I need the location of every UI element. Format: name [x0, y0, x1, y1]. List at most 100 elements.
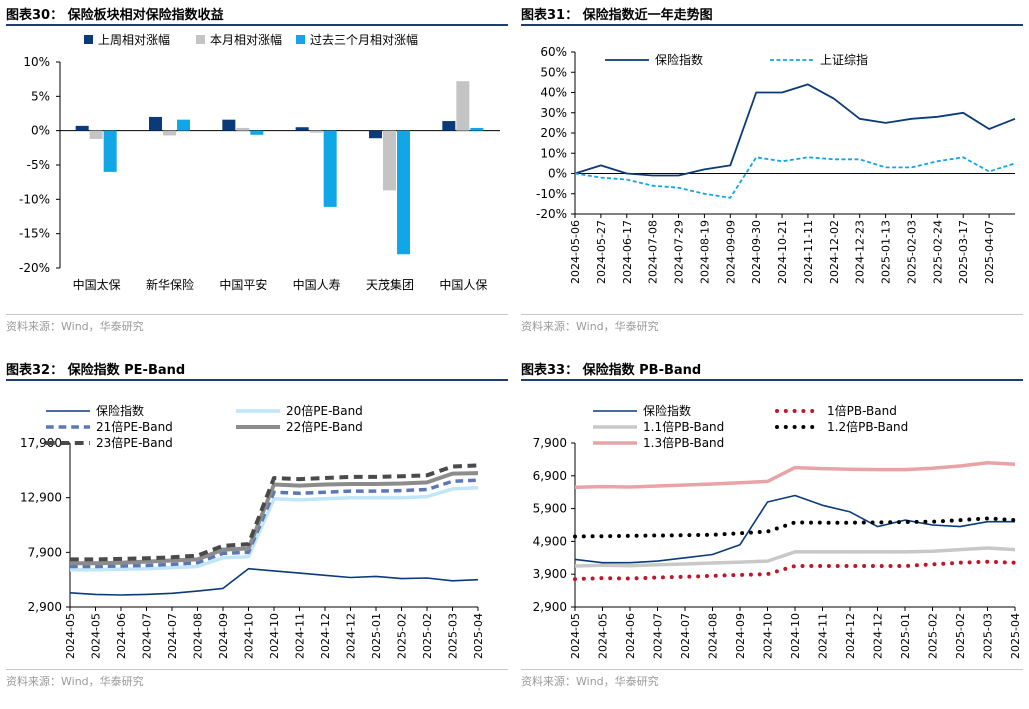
x-tick-label: 2024-05: [90, 613, 103, 659]
x-tick-label: 2025-04: [472, 613, 485, 659]
x-tick-label: 2024-12: [345, 613, 358, 659]
x-tick-label: 2025-02: [927, 613, 940, 659]
x-tick-label: 2024-12: [872, 613, 885, 659]
title-divider: [6, 24, 508, 26]
x-tick-label: 2024-08-19: [698, 220, 711, 284]
source-note: 资料来源：Wind，华泰研究: [521, 320, 659, 333]
x-tick-label: 2025-02-24: [931, 220, 944, 284]
x-tick-label: 2024-10: [268, 613, 281, 659]
legend-label: 23倍PE-Band: [96, 435, 173, 450]
y-tick-label: 6,900: [533, 469, 567, 483]
y-tick-label: 60%: [540, 45, 567, 59]
x-tick-label: 2024-05: [597, 613, 610, 659]
x-tick-label: 2025-02: [396, 613, 409, 659]
legend-label: 上证综指: [820, 52, 868, 67]
x-tick-label: 2024-10: [762, 613, 775, 659]
legend-swatch: [84, 35, 93, 44]
y-tick-label: -10%: [536, 187, 567, 201]
source-divider: [6, 669, 508, 670]
legend-label: 1.3倍PB-Band: [643, 435, 724, 450]
bar-2-2: [250, 130, 264, 135]
x-tick-label: 2025-01: [370, 613, 383, 659]
legend-label: 保险指数: [96, 403, 144, 418]
legend-label: 1倍PB-Band: [827, 403, 897, 418]
legend-label: 保险指数: [655, 52, 703, 67]
x-tick-label: 2024-05-06: [569, 220, 582, 284]
x-tick-label: 2025-03: [447, 613, 460, 659]
title-divider: [521, 379, 1023, 381]
panel-pe-band: 图表32： 保险指数 PE-Band 17,900 12,900 7,900 2,90…: [0, 355, 514, 709]
x-tick-label: 2024-08: [192, 613, 205, 659]
bar-5-1: [456, 81, 470, 131]
source-divider: [521, 669, 1023, 670]
y-tick-label: 0%: [548, 167, 567, 181]
x-tick-label: 2024-12-02: [828, 220, 841, 284]
x-tick-label: 2024-08: [707, 613, 720, 659]
x-tick-label: 2024-07: [679, 613, 692, 659]
y-tick-label: 0%: [31, 124, 50, 138]
series-line-0: [574, 494, 1015, 564]
panel-title: 图表33： 保险指数 PB-Band: [521, 363, 702, 378]
legend-label: 1.2倍PB-Band: [827, 419, 908, 434]
bar-5-2: [470, 127, 484, 131]
bar-4-2: [397, 130, 410, 255]
y-tick-label: 12,900: [20, 491, 62, 505]
bar-5-0: [442, 121, 456, 131]
series-line-2: [574, 546, 1016, 568]
series-line-1: [70, 486, 479, 572]
y-tick-label: 10%: [540, 146, 567, 160]
bar-4-1: [383, 130, 396, 191]
panel-title: 图表31： 保险指数近一年走势图: [521, 8, 713, 23]
x-tick-label: 2025-01-13: [880, 220, 893, 284]
legend-swatch: [196, 35, 205, 44]
y-tick-label: 2,900: [533, 600, 567, 614]
x-tick-label: 2024-10: [243, 613, 256, 659]
panel-insurance-index-trend: 图表31： 保险指数近一年走势图 60% 50% 40% 30% 20% 10% 0% -10…: [515, 0, 1029, 354]
x-tick-label: 2024-09: [217, 613, 230, 659]
x-tick-label: 中国平安: [219, 277, 267, 292]
x-tick-label: 2024-06: [624, 613, 637, 659]
x-tick-label: 2024-11: [817, 613, 830, 659]
x-tick-label: 2025-04: [1009, 613, 1022, 659]
x-tick-label: 2024-07: [166, 613, 179, 659]
y-tick-label: 4,900: [533, 534, 567, 548]
bar-3-0: [295, 127, 309, 131]
y-tick-label: -5%: [27, 158, 50, 172]
legend-label: 20倍PE-Band: [286, 403, 363, 418]
y-tick-label: 5,900: [533, 502, 567, 516]
x-tick-label: 2025-03-17: [957, 220, 970, 284]
x-tick-label: 2024-09: [734, 613, 747, 659]
x-tick-label: 2024-09-09: [724, 220, 737, 284]
series-line-0: [574, 83, 1016, 177]
panel-insurance-relative-returns: 图表30： 保险板块相对保险指数收益 10% 5% 0% -5% -10% -15% -20…: [0, 0, 514, 354]
panel-title: 图表32： 保险指数 PE-Band: [6, 363, 186, 378]
x-tick-label: 2024-07: [141, 613, 154, 659]
x-tick-label: 2024-11-11: [802, 220, 815, 284]
source-note: 资料来源：Wind，华泰研究: [6, 675, 144, 688]
bar-4-0: [369, 130, 382, 139]
source-note: 资料来源：Wind，华泰研究: [6, 320, 144, 333]
x-tick-label: 天茂集团: [366, 277, 414, 292]
x-tick-label: 2024-06-17: [621, 220, 634, 284]
series-line-4: [574, 460, 1016, 490]
x-tick-label: 2024-07-08: [647, 220, 660, 284]
x-tick-label: 2024-09-30: [750, 220, 763, 284]
x-tick-label: 2025-04-07: [983, 220, 996, 284]
title-divider: [6, 379, 508, 381]
y-tick-label: 2,900: [28, 600, 62, 614]
series-line-3: [70, 471, 479, 566]
x-tick-label: 2024-10-21: [776, 220, 789, 284]
source-divider: [6, 314, 508, 315]
panel-title: 图表30： 保险板块相对保险指数收益: [6, 8, 224, 23]
y-tick-label: 17,900: [20, 436, 62, 450]
y-tick-label: 7,900: [28, 545, 62, 559]
x-tick-label: 中国人寿: [293, 277, 341, 292]
bar-0-1: [89, 130, 103, 139]
legend-label: 22倍PE-Band: [286, 419, 363, 434]
y-tick-label: 3,900: [533, 567, 567, 581]
bar-0-0: [75, 125, 89, 131]
series-line-1: [574, 156, 1016, 199]
panel-pb-band: 图表33： 保险指数 PB-Band 7,900 6,900 5,900 4,900 3…: [515, 355, 1029, 709]
x-tick-label: 2025-02: [954, 613, 967, 659]
